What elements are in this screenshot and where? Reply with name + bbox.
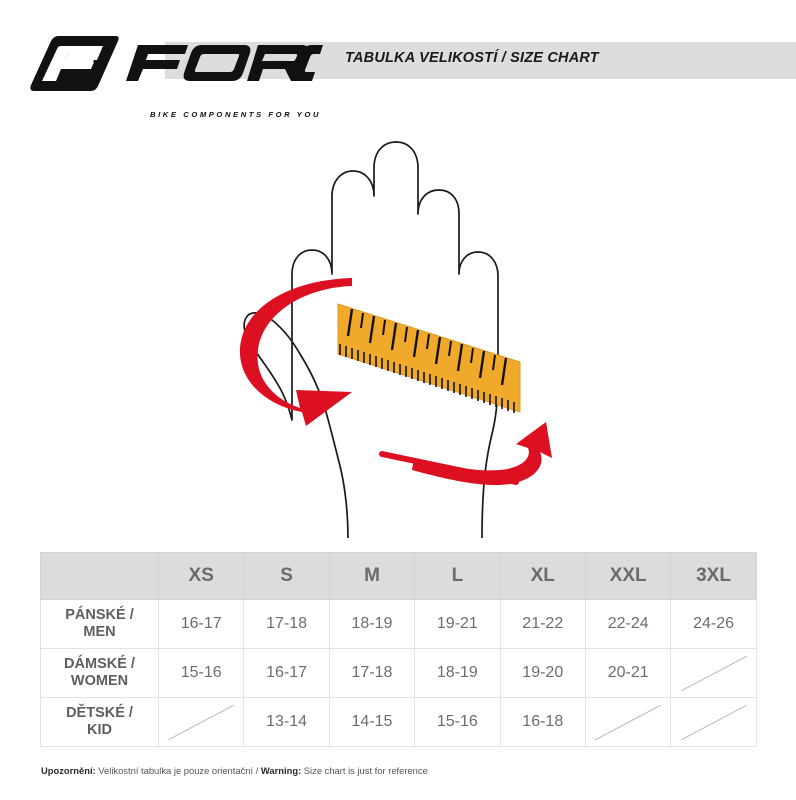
column-header-xs: XS xyxy=(157,552,245,600)
table-row: DÁMSKÉ / WOMEN 15-16 16-17 17-18 18-19 1… xyxy=(40,648,757,698)
warning-label-cs: Upozornění: xyxy=(41,765,96,776)
empty-cell-slash-icon xyxy=(168,704,235,741)
column-header-xxl: XXL xyxy=(584,552,672,600)
table-header-row: XS S M L XL XXL 3XL xyxy=(40,552,757,600)
table-row: PÁNSKÉ / MEN 16-17 17-18 18-19 19-21 21-… xyxy=(40,599,757,649)
cell-men-xl: 21-22 xyxy=(499,599,586,649)
hand-and-ruler-graphic xyxy=(239,141,552,539)
empty-cell-slash-icon xyxy=(680,655,747,692)
cell-men-xs: 16-17 xyxy=(157,599,245,649)
logo-tagline: BIKE COMPONENTS FOR YOU xyxy=(150,110,322,119)
cell-women-xxl: 20-21 xyxy=(584,648,672,698)
warning-label-en: Warning: xyxy=(260,765,302,776)
warning-text-cs: Velikostní tabulka je pouze orientační / xyxy=(95,765,261,776)
size-chart-table: XS S M L XL XXL 3XL PÁNSKÉ / MEN 16-17 1… xyxy=(40,552,757,747)
red-arrow-front xyxy=(239,278,352,426)
table-row: DĚTSKÉ / KID 13-14 14-15 15-16 16-18 xyxy=(40,697,757,747)
column-header-3xl: 3XL xyxy=(670,552,757,600)
cell-women-s: 16-17 xyxy=(243,648,330,698)
warning-text-en: Size chart is just for reference xyxy=(301,765,428,776)
column-header-l: L xyxy=(414,552,501,600)
table-corner-cell xyxy=(40,552,159,600)
page-title: TABULKA VELIKOSTÍ / SIZE CHART xyxy=(345,50,599,66)
cell-women-xl: 19-20 xyxy=(499,648,586,698)
cell-men-m: 18-19 xyxy=(328,599,416,649)
size-table-container: XS S M L XL XXL 3XL PÁNSKÉ / MEN 16-17 1… xyxy=(40,552,757,747)
cell-men-l: 19-21 xyxy=(414,599,501,649)
column-header-m: M xyxy=(328,552,416,600)
footer-disclaimer: Upozornění: Velikostní tabulka je pouze … xyxy=(41,765,428,776)
cell-women-l: 18-19 xyxy=(414,648,501,698)
page-header: BIKE COMPONENTS FOR YOU TABULKA VELIKOST… xyxy=(0,0,796,119)
cell-kid-3xl-empty xyxy=(670,697,757,747)
cell-kid-s: 13-14 xyxy=(243,697,330,747)
cell-kid-xs-empty xyxy=(157,697,245,747)
cell-kid-m: 14-15 xyxy=(328,697,416,747)
cell-women-m: 17-18 xyxy=(328,648,416,698)
red-accent-line xyxy=(379,451,519,485)
empty-cell-slash-icon xyxy=(680,704,747,741)
cell-men-xxl: 22-24 xyxy=(584,599,672,649)
cell-women-3xl-empty xyxy=(670,648,757,698)
column-header-s: S xyxy=(243,552,330,600)
cell-kid-xxl-empty xyxy=(584,697,672,747)
measuring-ruler xyxy=(337,303,521,413)
force-logo-mark-icon xyxy=(30,36,119,91)
empty-cell-slash-icon xyxy=(595,704,662,741)
cell-kid-l: 15-16 xyxy=(414,697,501,747)
cell-kid-xl: 16-18 xyxy=(499,697,586,747)
cell-women-xs: 15-16 xyxy=(157,648,245,698)
cell-men-s: 17-18 xyxy=(243,599,330,649)
row-label-men: PÁNSKÉ / MEN xyxy=(40,599,159,649)
column-header-xl: XL xyxy=(499,552,586,600)
hand-measurement-illustration xyxy=(0,78,796,540)
row-label-women: DÁMSKÉ / WOMEN xyxy=(40,648,159,698)
cell-men-3xl: 24-26 xyxy=(670,599,757,649)
row-label-kid: DĚTSKÉ / KID xyxy=(40,697,159,747)
force-logo-wordmark xyxy=(126,45,323,81)
force-logo: BIKE COMPONENTS FOR YOU xyxy=(28,34,328,119)
